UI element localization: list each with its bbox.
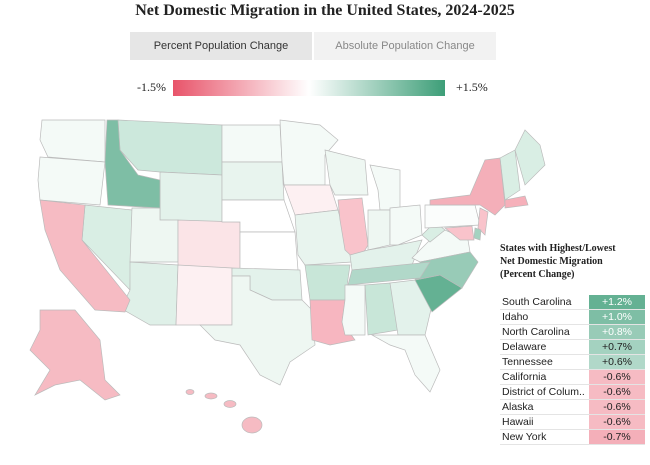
- state: [424, 204, 481, 229]
- table-row: Hawaii -0.6%: [500, 415, 645, 430]
- state-name: District of Colum..: [502, 386, 585, 398]
- state: [159, 171, 223, 223]
- state: [324, 149, 369, 196]
- state: [104, 119, 161, 209]
- scale-max-label: +1.5%: [456, 80, 488, 94]
- state: [37, 156, 106, 206]
- value-cell: +1.0%: [589, 310, 645, 324]
- value-cell: +0.7%: [589, 340, 645, 354]
- state: [29, 309, 121, 401]
- state: [414, 251, 479, 289]
- state: [514, 129, 546, 186]
- state: [367, 209, 391, 251]
- state: [369, 164, 401, 211]
- value-cell: +1.2%: [589, 295, 645, 309]
- state: [177, 219, 241, 271]
- state: [283, 184, 339, 216]
- color-scale: [173, 80, 445, 96]
- table-row: Delaware +0.7%: [500, 340, 645, 355]
- table-row: North Carolina +0.8%: [500, 325, 645, 340]
- states: [37, 119, 546, 393]
- state-name: Hawaii: [502, 416, 534, 428]
- state-name: Alaska: [502, 401, 534, 413]
- state: [499, 149, 521, 201]
- state: [279, 119, 339, 186]
- table-row: Idaho +1.0%: [500, 310, 645, 325]
- state: [389, 279, 433, 336]
- state: [221, 161, 285, 201]
- state: [389, 204, 423, 246]
- tab[interactable]: Percent Population Change: [130, 32, 312, 60]
- tab[interactable]: Absolute Population Change: [314, 32, 496, 60]
- state-name: North Carolina: [502, 326, 570, 338]
- table-title: States with Highest/Lowest Net Domestic M…: [500, 242, 616, 281]
- island: [204, 392, 218, 400]
- state: [370, 334, 441, 393]
- value-cell: +0.8%: [589, 325, 645, 339]
- state-name: California: [502, 371, 547, 383]
- table-row: District of Colum.. -0.6%: [500, 385, 645, 400]
- state-name: Delaware: [502, 341, 547, 353]
- state: [175, 264, 233, 326]
- value-cell: -0.6%: [589, 385, 645, 399]
- island: [241, 416, 263, 434]
- state-name: South Carolina: [502, 296, 572, 308]
- value-cell: -0.7%: [589, 430, 645, 444]
- state: [39, 199, 131, 313]
- state-name: Tennessee: [502, 356, 553, 368]
- state: [473, 227, 482, 241]
- state: [117, 119, 223, 176]
- table-title-line: States with Highest/Lowest: [500, 243, 616, 254]
- state: [199, 275, 316, 386]
- value-cell: -0.6%: [589, 400, 645, 414]
- state: [347, 261, 431, 286]
- value-cell: -0.6%: [589, 370, 645, 384]
- state: [444, 225, 475, 241]
- state: [221, 124, 283, 163]
- table-row: Alaska -0.6%: [500, 400, 645, 415]
- value-cell: -0.6%: [589, 415, 645, 429]
- state-name: Idaho: [502, 311, 529, 323]
- table-row: South Carolina +1.2%: [500, 295, 645, 310]
- title: Net Domestic Migration in the United Sta…: [135, 2, 515, 19]
- island: [223, 400, 237, 408]
- table-row: New York -0.7%: [500, 430, 645, 445]
- hawaii: [185, 389, 263, 434]
- highlighted-states: [29, 119, 506, 401]
- island: [185, 389, 195, 395]
- state: [477, 207, 489, 236]
- scale-min-label: -1.5%: [137, 80, 166, 94]
- state: [39, 119, 106, 163]
- table-title-line: (Percent Change): [500, 269, 575, 280]
- table-title-line: Net Domestic Migration: [500, 256, 603, 267]
- state: [341, 284, 366, 336]
- state: [429, 157, 506, 216]
- table-row: Tennessee +0.6%: [500, 355, 645, 370]
- state: [304, 264, 351, 301]
- table-row: California -0.6%: [500, 370, 645, 385]
- value-cell: +0.6%: [589, 355, 645, 369]
- state: [239, 231, 299, 271]
- state-name: New York: [502, 431, 547, 443]
